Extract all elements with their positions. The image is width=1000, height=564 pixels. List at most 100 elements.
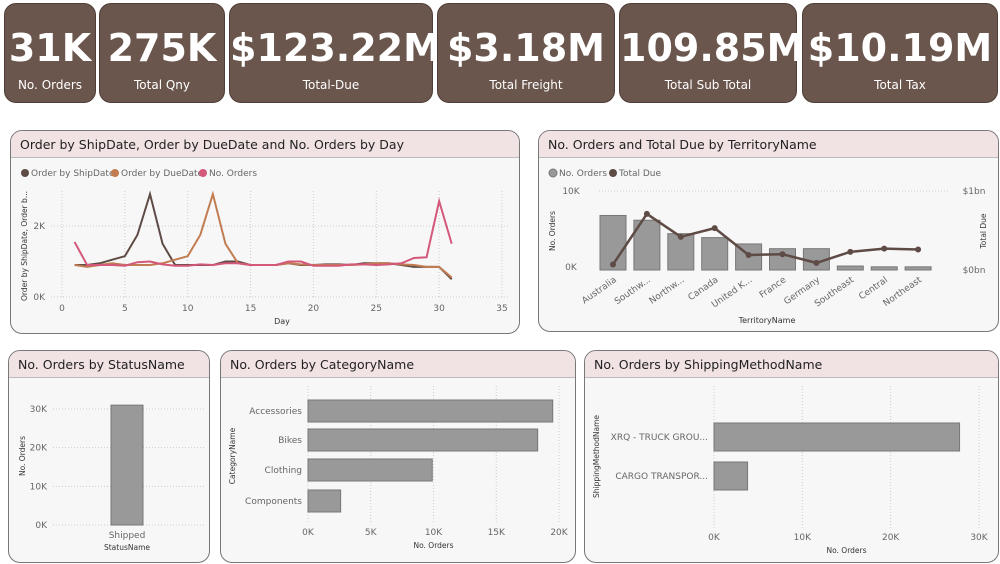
x-tick-label: Northeast bbox=[882, 275, 925, 309]
x-tick-label: Northw... bbox=[648, 275, 687, 306]
bar bbox=[701, 237, 729, 271]
kpi-label: No. Orders bbox=[17, 78, 83, 92]
kpi-value: 275K bbox=[107, 26, 217, 70]
total-due-point bbox=[643, 210, 650, 217]
x-axis-label: Day bbox=[274, 317, 290, 326]
y-tick-label: 0K bbox=[565, 263, 578, 273]
series-line-2 bbox=[73, 197, 453, 267]
chart-title: No. Orders and Total Due by TerritoryNam… bbox=[539, 131, 998, 158]
bar bbox=[307, 458, 433, 482]
legend-label: Order by DueDate bbox=[121, 169, 203, 179]
x-axis-label: StatusName bbox=[104, 543, 150, 552]
kpi-card: $123.22M Total-Due bbox=[229, 3, 441, 103]
total-due-point bbox=[881, 245, 888, 252]
kpi-value: $123.22M bbox=[230, 26, 441, 70]
kpi-card: $10.19M Total Tax bbox=[802, 3, 998, 103]
y2-axis-label: Total Due bbox=[979, 213, 988, 249]
total-due-point bbox=[745, 251, 752, 258]
line-chart-panel: Order by ShipDate Order by DueDate No. Ord… bbox=[10, 130, 520, 334]
x-tick-label: 10 bbox=[182, 304, 194, 314]
y-axis-label: ShippingMethodName bbox=[592, 415, 601, 498]
bar bbox=[713, 422, 961, 452]
y-axis-label: No. Orders bbox=[18, 436, 27, 476]
x-axis-label: No. Orders bbox=[826, 546, 866, 555]
kpi-card: $3.18M Total Freight bbox=[437, 3, 615, 103]
x-tick-label: 30 bbox=[433, 304, 445, 314]
bar bbox=[836, 265, 864, 271]
y-tick-label: 2K bbox=[33, 222, 46, 232]
x-axis-label: TerritoryName bbox=[738, 316, 796, 325]
y-tick-label: XRQ - TRUCK GROU... bbox=[611, 433, 708, 443]
legend-label: No. Orders bbox=[209, 169, 257, 179]
shipping-bar-chart: 0K 10K 20K 30K XRQ - TRUCK GROU... CARGO TRAN… bbox=[592, 386, 989, 555]
x-tick-label: Australia bbox=[580, 275, 618, 306]
x-tick-label: 30K bbox=[970, 533, 988, 543]
total-due-point bbox=[779, 251, 786, 258]
kpi-label: Total Freight bbox=[489, 78, 563, 92]
x-tick-label: 5 bbox=[122, 304, 128, 314]
x-tick-label: 15 bbox=[245, 304, 256, 314]
legend-label: Order by ShipDate bbox=[31, 169, 115, 179]
total-due-point bbox=[915, 246, 922, 253]
bar bbox=[904, 266, 932, 271]
x-tick-label: 0 bbox=[59, 304, 65, 314]
x-tick-label: 10K bbox=[794, 533, 812, 543]
chart-title: Order by ShipDate, Order by DueDate and … bbox=[11, 131, 519, 158]
bar bbox=[713, 461, 749, 491]
y2-tick-label: $1bn bbox=[963, 187, 986, 197]
y-tick-label: CARGO TRANSPOR... bbox=[615, 472, 708, 482]
y-tick-label: Components bbox=[245, 497, 302, 507]
kpi-label: Total-Due bbox=[302, 78, 360, 92]
x-tick-label: 15K bbox=[488, 528, 506, 538]
status-bar-chart: 0K 10K 20K 30K Shipped StatusName No. Orders bbox=[18, 404, 204, 552]
y-tick-label: Accessories bbox=[249, 407, 302, 417]
line-chart: Order by ShipDate Order by DueDate No. Ord… bbox=[20, 169, 509, 326]
bar bbox=[633, 219, 661, 271]
kpi-label: Total Qny bbox=[134, 78, 190, 92]
bar bbox=[599, 214, 627, 271]
shipping-chart-panel: 0K 10K 20K 30K XRQ - TRUCK GROU... CARGO TRAN… bbox=[584, 350, 999, 563]
x-tick-label: 0K bbox=[302, 528, 315, 538]
y-tick-label: 30K bbox=[30, 405, 48, 415]
x-tick-label: 20 bbox=[308, 304, 320, 314]
x-tick-label: 0K bbox=[708, 533, 721, 543]
kpi-value: $3.18M bbox=[446, 26, 605, 70]
x-tick-label: 5K bbox=[365, 528, 378, 538]
y-axis-label: Order by ShipDate, Order b... bbox=[20, 191, 29, 301]
bar bbox=[110, 404, 144, 526]
total-due-line bbox=[611, 212, 919, 266]
kpi-value: $10.19M bbox=[807, 26, 993, 70]
bar bbox=[870, 266, 898, 271]
x-tick-label: 35 bbox=[496, 304, 507, 314]
y-tick-label: 20K bbox=[30, 444, 48, 454]
combo-chart: No. Orders Total Due 0K 10K $0bn $1bn No. Orde… bbox=[548, 168, 988, 325]
kpi-label: Total Sub Total bbox=[664, 78, 752, 92]
y-axis-label: CategoryName bbox=[228, 427, 237, 484]
category-chart-panel: 0K 5K 10K 15K 20K Accessories Bikes Clothing Com… bbox=[220, 350, 576, 563]
kpi-value: 31K bbox=[8, 26, 92, 70]
legend-marker bbox=[199, 169, 207, 177]
status-chart-panel: 0K 10K 20K 30K Shipped StatusName No. Orders N… bbox=[8, 350, 210, 563]
total-due-point bbox=[711, 225, 718, 232]
total-due-point bbox=[813, 259, 820, 266]
y-tick-label: Bikes bbox=[278, 436, 302, 446]
x-tick-label: 25 bbox=[371, 304, 382, 314]
total-due-point bbox=[610, 261, 616, 268]
kpi-value: 109.85M bbox=[620, 26, 805, 70]
chart-title: No. Orders by CategoryName bbox=[221, 351, 575, 378]
kpi-card: 275K Total Qny bbox=[99, 3, 225, 103]
legend-label: Total Due bbox=[618, 169, 662, 179]
x-tick-label: Southw... bbox=[613, 275, 653, 307]
x-axis-label: No. Orders bbox=[413, 541, 453, 550]
y-tick-label: 10K bbox=[30, 482, 48, 492]
y-tick-label: 10K bbox=[562, 187, 580, 197]
legend-label: No. Orders bbox=[559, 169, 607, 179]
territory-chart-panel: No. Orders Total Due 0K 10K $0bn $1bn No. Orde… bbox=[538, 130, 999, 332]
legend-marker bbox=[548, 168, 558, 178]
y-tick-label: 0K bbox=[35, 521, 48, 531]
kpi-card: 31K No. Orders bbox=[4, 3, 96, 103]
legend-marker bbox=[21, 169, 29, 177]
x-tick-label: 10K bbox=[425, 528, 443, 538]
chart-title: No. Orders by ShippingMethodName bbox=[585, 351, 998, 378]
kpi-card: 109.85M Total Sub Total bbox=[619, 3, 805, 103]
